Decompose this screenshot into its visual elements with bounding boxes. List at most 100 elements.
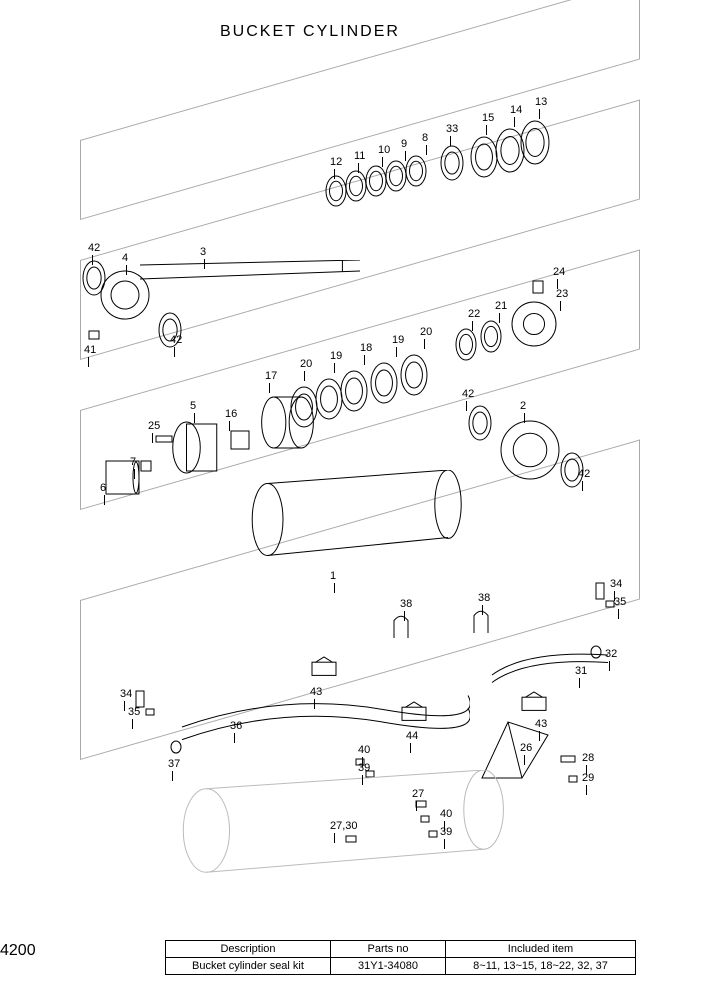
callout-9: 9 bbox=[401, 138, 407, 150]
callout-43: 43 bbox=[535, 718, 547, 730]
callout-42: 42 bbox=[88, 242, 100, 254]
part-backup bbox=[470, 136, 498, 178]
leader bbox=[334, 363, 335, 373]
callout-13: 13 bbox=[535, 96, 547, 108]
cell-description: Bucket cylinder seal kit bbox=[166, 958, 331, 975]
leader bbox=[362, 775, 363, 785]
callout-19: 19 bbox=[392, 334, 404, 346]
leader bbox=[586, 785, 587, 795]
leader bbox=[444, 839, 445, 849]
leader bbox=[466, 401, 467, 411]
leader bbox=[229, 421, 230, 431]
col-partsno: Parts no bbox=[331, 941, 446, 958]
callout-39: 39 bbox=[440, 826, 452, 838]
part-seal-b bbox=[315, 378, 343, 420]
table-header-row: Description Parts no Included item bbox=[166, 941, 636, 958]
leader bbox=[405, 151, 406, 161]
leader bbox=[269, 383, 270, 393]
col-description: Description bbox=[166, 941, 331, 958]
callout-40: 40 bbox=[358, 744, 370, 756]
leader bbox=[499, 313, 500, 323]
callout-32: 32 bbox=[605, 648, 617, 660]
callout-16: 16 bbox=[225, 408, 237, 420]
leader bbox=[472, 321, 473, 331]
callout-15: 15 bbox=[482, 112, 494, 124]
leader bbox=[104, 495, 105, 505]
part-grease-nipple bbox=[88, 330, 100, 340]
part-clamp-half bbox=[400, 700, 428, 724]
leader bbox=[152, 433, 153, 443]
leader bbox=[382, 157, 383, 167]
leader bbox=[334, 169, 335, 179]
part-seal-a bbox=[340, 370, 368, 412]
part-ubolt-a bbox=[390, 610, 412, 640]
callout-1: 1 bbox=[330, 570, 336, 582]
callout-44: 44 bbox=[406, 730, 418, 742]
part-oring-f bbox=[170, 740, 182, 754]
leader bbox=[194, 413, 195, 423]
part-oring-e bbox=[590, 645, 602, 659]
callout-14: 14 bbox=[510, 104, 522, 116]
callout-26: 26 bbox=[520, 742, 532, 754]
callout-6: 6 bbox=[100, 482, 106, 494]
leader bbox=[234, 733, 235, 743]
leader bbox=[88, 357, 89, 367]
callout-40: 40 bbox=[440, 808, 452, 820]
leader bbox=[304, 371, 305, 381]
part-nut bbox=[230, 430, 250, 450]
callout-25: 25 bbox=[148, 420, 160, 432]
callout-33: 33 bbox=[446, 123, 458, 135]
callout-19: 19 bbox=[330, 350, 342, 362]
part-ring-e bbox=[325, 175, 347, 207]
leader bbox=[539, 109, 540, 119]
callout-20: 20 bbox=[300, 358, 312, 370]
callout-38: 38 bbox=[478, 592, 490, 604]
part-wear-a2 bbox=[290, 386, 318, 428]
callout-34: 34 bbox=[120, 688, 132, 700]
callout-29: 29 bbox=[582, 772, 594, 784]
part-washer-b bbox=[568, 775, 578, 783]
callout-20: 20 bbox=[420, 326, 432, 338]
callout-39: 39 bbox=[358, 762, 370, 774]
leader bbox=[424, 339, 425, 349]
callout-28: 28 bbox=[582, 752, 594, 764]
part-clamp-b bbox=[520, 690, 548, 714]
part-ring-d bbox=[345, 170, 367, 202]
leader bbox=[426, 145, 427, 155]
leader bbox=[514, 117, 515, 127]
seal-kit-table: Description Parts no Included item Bucke… bbox=[165, 940, 636, 975]
callout-42: 42 bbox=[578, 468, 590, 480]
part-rod-eye bbox=[500, 420, 560, 480]
callout-4: 4 bbox=[122, 252, 128, 264]
part-bush-a bbox=[82, 260, 106, 296]
part-tube-assy bbox=[250, 470, 470, 560]
callout-38: 38 bbox=[400, 598, 412, 610]
callout-5: 5 bbox=[190, 400, 196, 412]
part-bolt-a bbox=[155, 435, 173, 443]
leader bbox=[410, 743, 411, 753]
callout-10: 10 bbox=[378, 144, 390, 156]
callout-31: 31 bbox=[575, 665, 587, 677]
figure-number: 4200 bbox=[0, 942, 36, 960]
callout-27-30: 27,30 bbox=[330, 820, 358, 832]
leader bbox=[524, 755, 525, 765]
leader bbox=[132, 719, 133, 729]
part-ring-c bbox=[365, 165, 387, 197]
leader bbox=[124, 701, 125, 711]
page-title: BUCKET CYLINDER bbox=[220, 23, 400, 41]
leader bbox=[204, 259, 205, 269]
leader bbox=[134, 469, 135, 479]
cell-included: 8~11, 13~15, 18~22, 32, 37 bbox=[446, 958, 636, 975]
callout-42: 42 bbox=[170, 334, 182, 346]
callout-8: 8 bbox=[422, 132, 428, 144]
callout-12: 12 bbox=[330, 156, 342, 168]
col-included: Included item bbox=[446, 941, 636, 958]
part-ubolt-b bbox=[470, 605, 492, 635]
part-clamp-a bbox=[310, 655, 338, 679]
part-rod bbox=[140, 260, 360, 280]
cell-partsno: 31Y1-34080 bbox=[331, 958, 446, 975]
leader bbox=[618, 609, 619, 619]
leader bbox=[524, 413, 525, 423]
callout-41: 41 bbox=[84, 344, 96, 356]
part-ring-b bbox=[385, 160, 407, 192]
